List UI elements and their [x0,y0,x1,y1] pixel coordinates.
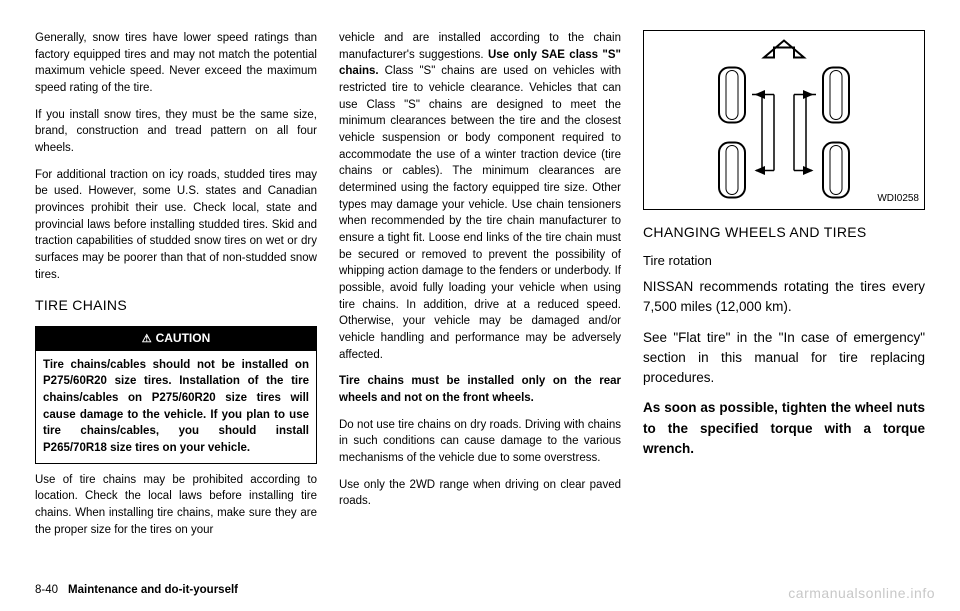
watermark: carmanualsonline.info [788,585,935,601]
section-heading-changing-wheels: CHANGING WHEELS AND TIRES [643,222,925,242]
section-heading-tire-chains: TIRE CHAINS [35,295,317,315]
tire-tread-icon [830,71,842,120]
caution-heading: CAUTION [36,327,316,351]
body-text: For additional traction on icy roads, st… [35,167,317,284]
figure-label: WDI0258 [877,192,919,207]
column-1: Generally, snow tires have lower speed r… [35,30,317,570]
bold-body-text: As soon as possible, tighten the wheel n… [643,398,925,459]
body-text: If you install snow tires, they must be … [35,107,317,157]
column-2: vehicle and are installed according to t… [339,30,621,570]
text-run: Class "S" chains are used on vehicles wi… [339,65,621,360]
tire-tread-icon [726,71,738,120]
body-text: NISSAN recommends rotating the tires eve… [643,277,925,318]
body-text: Use of tire chains may be prohibited acc… [35,472,317,539]
page-number: 8-40 [35,584,58,596]
column-3: WDI0258 CHANGING WHEELS AND TIRES Tire r… [643,30,925,570]
body-text: vehicle and are installed according to t… [339,30,621,363]
body-text: Generally, snow tires have lower speed r… [35,30,317,97]
tire-tread-icon [830,146,842,195]
caution-box: CAUTION Tire chains/cables should not be… [35,326,317,464]
tire-rotation-figure: WDI0258 [643,30,925,210]
caution-body-text: Tire chains/cables should not be install… [36,351,316,463]
front-arrow-icon [764,41,804,58]
page-footer: 8-40 Maintenance and do-it-yourself [35,584,238,596]
body-text: Use only the 2WD range when driving on c… [339,477,621,510]
page-columns: Generally, snow tires have lower speed r… [35,30,925,570]
tire-rotation-diagram [644,31,924,209]
body-text: See "Flat tire" in the "In case of emerg… [643,328,925,389]
bold-body-text: Tire chains must be installed only on th… [339,373,621,406]
tire-tread-icon [726,146,738,195]
body-text: Do not use tire chains on dry roads. Dri… [339,417,621,467]
sub-heading-tire-rotation: Tire rotation [643,252,925,271]
section-title: Maintenance and do-it-yourself [68,584,238,596]
